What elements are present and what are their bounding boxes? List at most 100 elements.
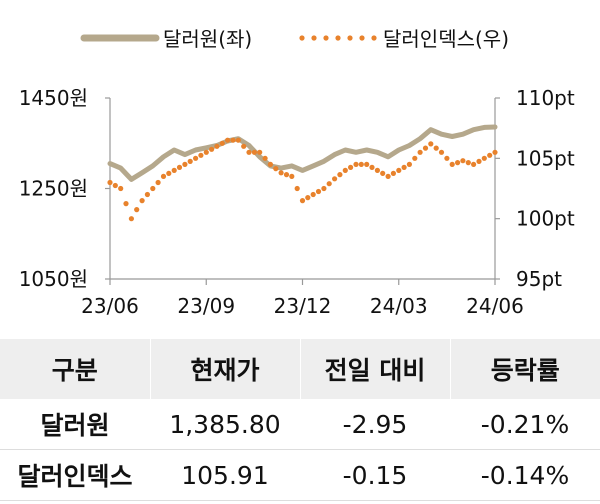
series-point-dxy bbox=[267, 161, 273, 167]
series-point-dxy bbox=[273, 166, 279, 172]
legend-swatch-dxy bbox=[299, 35, 377, 41]
series-point-dxy bbox=[438, 149, 445, 155]
series-point-dxy bbox=[289, 173, 295, 179]
x-tick-label: 23/09 bbox=[177, 294, 235, 318]
series-point-dxy bbox=[455, 160, 461, 166]
series-point-dxy bbox=[112, 182, 118, 189]
series-point-dxy bbox=[342, 167, 348, 173]
series-point-dxy bbox=[283, 172, 290, 178]
series-point-dxy bbox=[193, 155, 199, 161]
series-point-dxy bbox=[374, 167, 380, 173]
series-point-dxy bbox=[235, 137, 241, 143]
series-point-dxy bbox=[369, 164, 375, 170]
series-point-dxy bbox=[412, 155, 418, 161]
series-point-dxy bbox=[299, 198, 306, 204]
series-point-dxy bbox=[203, 149, 209, 155]
y-right-tick-label: 95pt bbox=[516, 267, 562, 291]
series-point-dxy bbox=[160, 173, 167, 179]
series-point-dxy bbox=[364, 161, 370, 167]
series-point-dxy bbox=[246, 149, 252, 155]
column-header-price: 현재가 bbox=[149, 339, 300, 399]
series-point-dxy bbox=[396, 167, 402, 173]
series-point-dxy bbox=[460, 158, 466, 164]
y-right-tick-label: 110pt bbox=[516, 86, 575, 110]
change-cell: -0.15 bbox=[300, 449, 450, 501]
series-point-dxy bbox=[225, 137, 231, 143]
column-header-rate: 등락률 bbox=[449, 339, 600, 399]
series-point-dxy bbox=[337, 172, 343, 178]
series-point-dxy bbox=[348, 164, 354, 170]
series-point-dxy bbox=[219, 140, 225, 146]
series-point-dxy bbox=[230, 137, 236, 143]
series-point-dxy bbox=[294, 185, 300, 192]
series-layer bbox=[107, 124, 498, 222]
series-point-dxy bbox=[332, 176, 338, 182]
series-point-dxy bbox=[358, 161, 364, 167]
column-header-category: 구분 bbox=[0, 339, 150, 399]
chart-legend: 달러원(좌) 달러인덱스(우) bbox=[80, 27, 509, 51]
y-left-tick-label: 1250원 bbox=[19, 177, 88, 201]
table-row: 달러원 1,385.80 -2.95 -0.21% bbox=[0, 399, 600, 450]
series-point-dxy bbox=[353, 161, 359, 167]
series-point-dxy bbox=[257, 149, 263, 155]
series-point-dxy bbox=[417, 149, 423, 155]
series-dots-dxy bbox=[107, 137, 498, 222]
series-point-dxy bbox=[321, 185, 327, 192]
y-right-tick-label: 105pt bbox=[516, 146, 575, 170]
series-point-dxy bbox=[401, 164, 407, 170]
series-point-dxy bbox=[380, 170, 386, 176]
x-tick-label: 24/03 bbox=[370, 294, 428, 318]
series-point-dxy bbox=[444, 155, 450, 161]
series-point-dxy bbox=[492, 149, 498, 155]
series-line-krw bbox=[107, 124, 498, 182]
series-point-dxy bbox=[128, 216, 134, 222]
x-tick-label: 23/06 bbox=[81, 294, 139, 318]
series-point-dxy bbox=[310, 191, 316, 198]
series-point-dxy bbox=[449, 161, 455, 167]
series-point-dxy bbox=[214, 143, 220, 149]
series-point-dxy bbox=[465, 160, 471, 166]
series-point-dxy bbox=[385, 173, 391, 179]
series-point-dxy bbox=[118, 185, 124, 192]
series-point-dxy bbox=[315, 188, 322, 195]
price-cell: 1,385.80 bbox=[150, 399, 300, 450]
fx-summary-table: 구분 현재가 전일 대비 등락률 달러원 1,385.80 -2.95 -0.2… bbox=[0, 339, 600, 501]
series-point-dxy bbox=[326, 181, 332, 187]
table-row: 달러인덱스 105.91 -0.15 -0.14% bbox=[0, 449, 600, 501]
rate-cell: -0.21% bbox=[450, 399, 600, 450]
legend-label-dxy: 달러인덱스(우) bbox=[383, 27, 509, 51]
series-point-dxy bbox=[422, 145, 429, 151]
series-point-dxy bbox=[144, 191, 150, 198]
series-point-dxy bbox=[150, 185, 156, 192]
tick-layer: 23/06 23/09 23/12 24/03 24/06 1450원 1250원 1050원… bbox=[19, 86, 575, 318]
change-cell: -2.95 bbox=[300, 399, 450, 450]
series-point-dxy bbox=[251, 149, 257, 155]
table-header-row: 구분 현재가 전일 대비 등락률 bbox=[0, 339, 600, 399]
series-point-dxy bbox=[187, 158, 193, 164]
x-tick-label: 23/12 bbox=[274, 294, 332, 318]
series-point-dxy bbox=[155, 179, 161, 186]
y-right-tick-label: 100pt bbox=[516, 207, 575, 231]
series-point-dxy bbox=[171, 167, 177, 173]
series-point-dxy bbox=[262, 155, 268, 161]
series-point-dxy bbox=[209, 146, 215, 152]
series-point-dxy bbox=[176, 164, 183, 170]
series-point-dxy bbox=[139, 198, 145, 204]
series-point-dxy bbox=[433, 145, 439, 151]
series-point-dxy bbox=[476, 158, 482, 164]
series-point-dxy bbox=[471, 161, 477, 167]
series-point-dxy bbox=[305, 195, 311, 201]
exchange-rate-chart: 달러원(좌) 달러인덱스(우) 23/06 23/09 23/12 24/03 24/0… bbox=[19, 27, 575, 318]
rate-cell: -0.14% bbox=[450, 449, 600, 501]
y-left-tick-label: 1450원 bbox=[19, 86, 88, 110]
series-point-dxy bbox=[166, 170, 172, 176]
series-point-dxy bbox=[241, 143, 247, 149]
column-header-change: 전일 대비 bbox=[299, 339, 450, 399]
series-point-dxy bbox=[198, 152, 204, 158]
row-label: 달러인덱스 bbox=[0, 449, 150, 501]
series-point-dxy bbox=[107, 179, 113, 186]
y-left-tick-label: 1050원 bbox=[19, 267, 88, 291]
series-point-dxy bbox=[134, 207, 140, 213]
series-point-dxy bbox=[390, 170, 396, 176]
series-point-dxy bbox=[182, 161, 188, 167]
